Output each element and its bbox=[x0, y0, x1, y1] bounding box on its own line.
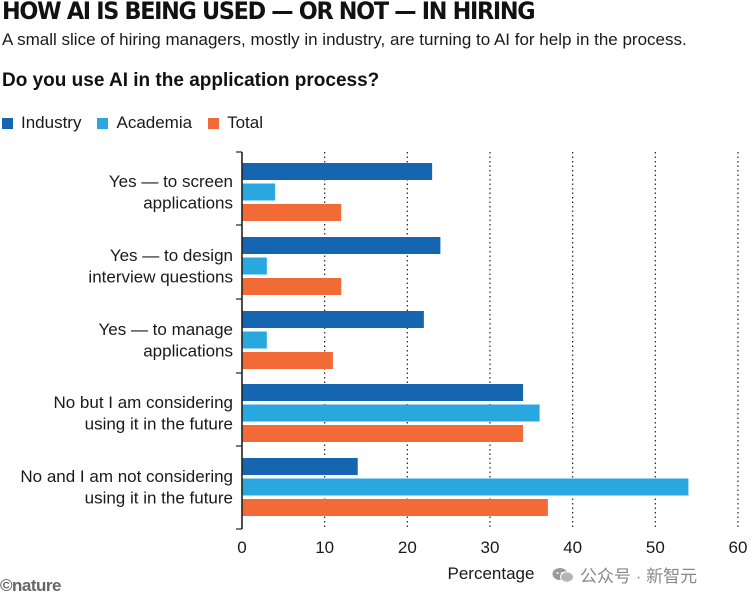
bar-academia-3 bbox=[242, 331, 267, 349]
category-label-5: No and I am not considering using it in t… bbox=[20, 467, 233, 508]
bar-academia-4 bbox=[242, 404, 540, 422]
bar-industry-1 bbox=[242, 163, 433, 180]
bar-industry-4 bbox=[242, 384, 524, 401]
bar-total-5 bbox=[242, 499, 548, 516]
bar-industry-2 bbox=[242, 237, 441, 254]
legend-item-academia: Academia bbox=[97, 113, 192, 133]
legend-item-industry: Industry bbox=[2, 113, 81, 133]
legend-swatch-academia bbox=[97, 117, 109, 129]
legend-label-industry: Industry bbox=[21, 113, 82, 132]
x-tick-label-20: 20 bbox=[398, 538, 417, 557]
bar-total-4 bbox=[242, 425, 524, 442]
x-tick-label-40: 40 bbox=[563, 538, 582, 557]
category-label-4: No but I am considering using it in the f… bbox=[53, 393, 233, 434]
bar-total-1 bbox=[242, 204, 342, 221]
wechat-icon bbox=[552, 567, 574, 583]
bar-total-2 bbox=[242, 278, 342, 295]
category-label-2: Yes — to design interview questions bbox=[88, 246, 233, 287]
chart-legend: Industry Academia Total bbox=[2, 113, 279, 133]
bar-total-3 bbox=[242, 352, 333, 369]
chart-title: Do you use AI in the application process… bbox=[2, 70, 380, 91]
legend-swatch-industry bbox=[2, 117, 13, 129]
chart-subtitle: A small slice of hiring managers, mostly… bbox=[2, 30, 687, 49]
x-tick-label-50: 50 bbox=[646, 538, 665, 557]
legend-label-academia: Academia bbox=[116, 113, 193, 132]
x-tick-label-30: 30 bbox=[481, 538, 500, 557]
chart-headline: HOW AI IS BEING USED — OR NOT — IN HIRIN… bbox=[2, 0, 536, 25]
bar-industry-3 bbox=[242, 311, 424, 328]
x-tick-label-0: 0 bbox=[237, 538, 246, 557]
category-label-3: Yes — to manage applications bbox=[98, 320, 233, 361]
bar-academia-2 bbox=[242, 257, 267, 275]
legend-swatch-total bbox=[208, 117, 220, 129]
x-axis-title: Percentage bbox=[448, 564, 535, 583]
category-label-1: Yes — to screen applications bbox=[109, 172, 233, 213]
nature-credit: ©nature bbox=[0, 576, 61, 595]
legend-label-total: Total bbox=[227, 113, 264, 132]
watermark-text: 公众号 · 新智元 bbox=[580, 567, 698, 586]
legend-item-total: Total bbox=[208, 113, 263, 133]
bar-industry-5 bbox=[242, 458, 358, 475]
bar-academia-5 bbox=[242, 478, 689, 496]
x-tick-label-10: 10 bbox=[315, 538, 334, 557]
watermark: 公众号 · 新智元 bbox=[552, 562, 697, 587]
x-tick-label-60: 60 bbox=[729, 538, 748, 557]
bar-academia-1 bbox=[242, 183, 276, 201]
